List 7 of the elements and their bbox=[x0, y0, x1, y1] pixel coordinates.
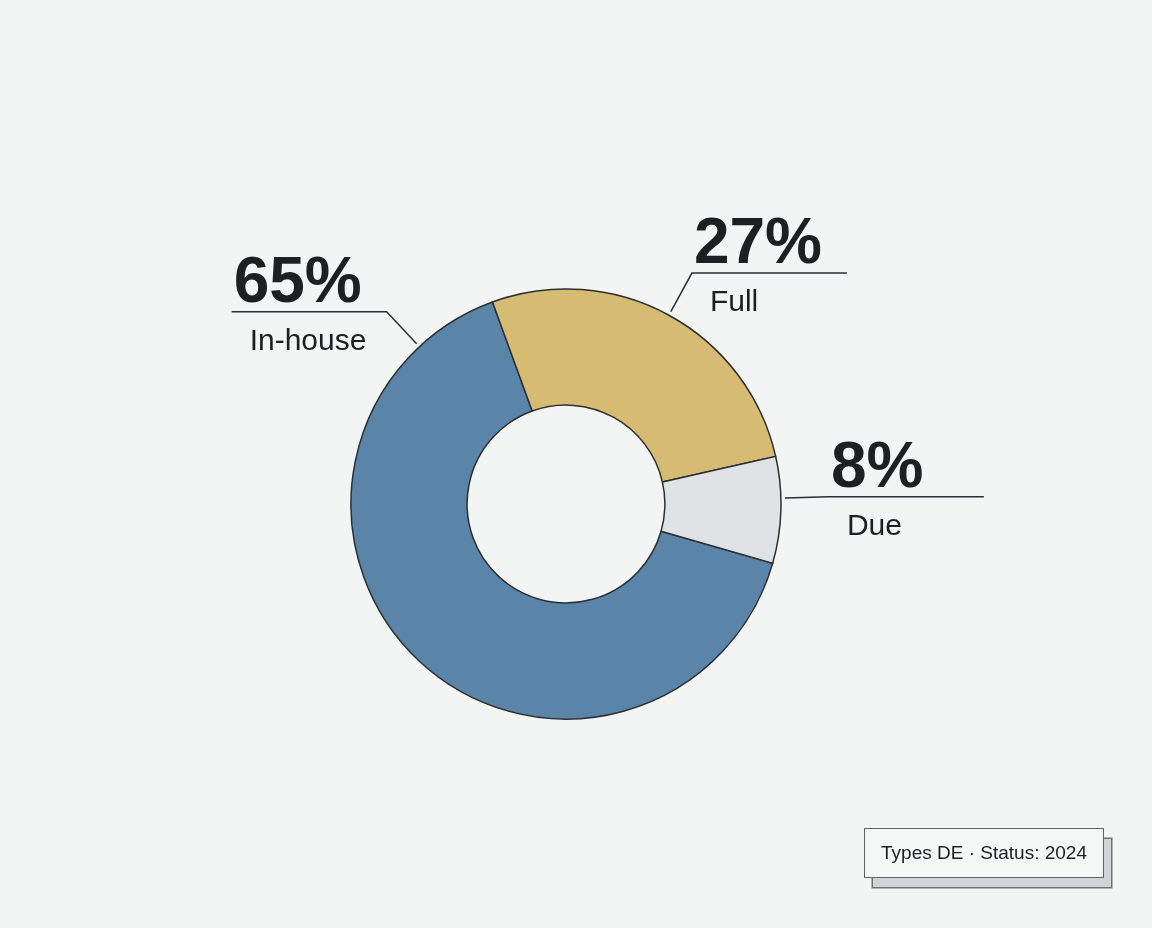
text: Types DE · Status: 2024 bbox=[864, 828, 1104, 878]
slice-label: In-house bbox=[249, 322, 367, 356]
data-label: 27% bbox=[693, 205, 822, 278]
data-label: 8% bbox=[830, 428, 924, 501]
data-label: 65% bbox=[233, 243, 362, 316]
slice-label: Due bbox=[846, 507, 902, 541]
slice-label: Full bbox=[709, 284, 759, 318]
